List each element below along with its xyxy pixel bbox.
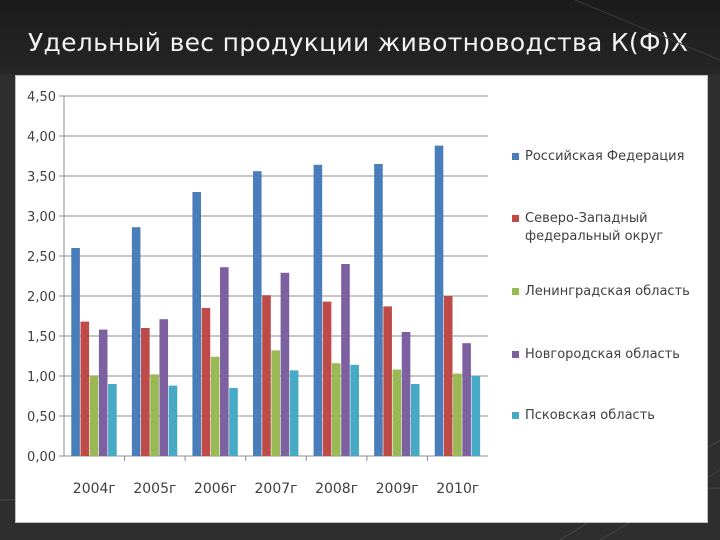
bar	[401, 332, 411, 456]
bar	[471, 376, 481, 456]
legend-label: Новгородская область	[525, 347, 680, 362]
legend-label: Северо-Западный федеральный округ	[525, 211, 664, 244]
bar	[168, 385, 178, 456]
y-tick-label: 1,50	[27, 330, 56, 345]
bar	[150, 374, 159, 456]
bar	[108, 384, 117, 456]
x-tick-label: 2010г	[436, 481, 479, 497]
legend-item-russia: Российская Федерация	[512, 148, 702, 166]
bar	[280, 272, 290, 456]
x-tick-label: 2008г	[315, 481, 358, 497]
bar	[392, 369, 402, 456]
bar	[210, 356, 220, 456]
bar	[410, 384, 420, 456]
bar	[131, 227, 141, 456]
bar	[262, 295, 271, 456]
bar	[374, 164, 383, 456]
bar	[434, 145, 444, 456]
bar	[192, 192, 202, 456]
x-tick-label: 2009г	[376, 481, 419, 497]
bar	[220, 267, 229, 456]
bar	[322, 301, 332, 456]
bar	[141, 328, 150, 456]
legend-swatch	[512, 288, 519, 295]
bar	[313, 164, 323, 457]
legend-item-leningrad: Ленинградская область	[512, 283, 702, 301]
bar	[443, 296, 453, 456]
y-tick-label: 2,00	[27, 290, 56, 305]
bar	[350, 364, 359, 456]
y-tick-label: 0,00	[27, 450, 56, 465]
legend-swatch	[512, 215, 519, 222]
y-tick-label: 2,50	[27, 250, 56, 265]
bar	[229, 388, 238, 456]
bar	[331, 363, 341, 456]
bar	[80, 321, 90, 456]
bar	[201, 308, 211, 456]
y-tick-label: 1,00	[27, 370, 56, 385]
y-tick-label: 4,50	[27, 90, 56, 105]
legend-swatch	[512, 153, 519, 160]
bar	[253, 171, 262, 456]
legend-label: Псковская область	[525, 408, 655, 423]
x-tick-label: 2004г	[73, 481, 116, 497]
y-tick-label: 0,50	[27, 410, 56, 425]
x-tick-label: 2007г	[255, 481, 298, 497]
bar	[341, 264, 350, 456]
legend-item-novgorod: Новгородская область	[512, 346, 702, 364]
bar	[271, 350, 280, 456]
bar	[71, 248, 80, 456]
bar	[89, 376, 99, 456]
bar	[453, 373, 462, 456]
bar-chart: 0,00 0,50 1,00 1,50 2,00 2,50 3,00 3,50 4,00 4,50…	[27, 90, 488, 497]
slide-title: Удельный вес продукции животноводства К(…	[28, 28, 689, 57]
legend-label: Ленинградская область	[525, 284, 690, 299]
bar	[98, 329, 108, 456]
legend-label: Российская Федерация	[525, 149, 685, 164]
chart-panel: 0,00 0,50 1,00 1,50 2,00 2,50 3,00 3,50 4,00 4,50…	[15, 75, 708, 523]
bar	[462, 343, 471, 456]
bar	[289, 370, 299, 456]
legend-swatch	[512, 412, 519, 419]
legend-item-pskov: Псковская область	[512, 407, 702, 425]
bar	[383, 306, 392, 456]
y-tick-label: 3,00	[27, 210, 56, 225]
y-tick-label: 3,50	[27, 170, 56, 185]
y-tick-label: 4,00	[27, 130, 56, 145]
x-tick-label: 2005г	[133, 481, 176, 497]
x-tick-label: 2006г	[194, 481, 237, 497]
bar	[159, 319, 169, 456]
legend-item-northwest: Северо-Западный федеральный округ	[512, 210, 702, 246]
legend-swatch	[512, 351, 519, 358]
